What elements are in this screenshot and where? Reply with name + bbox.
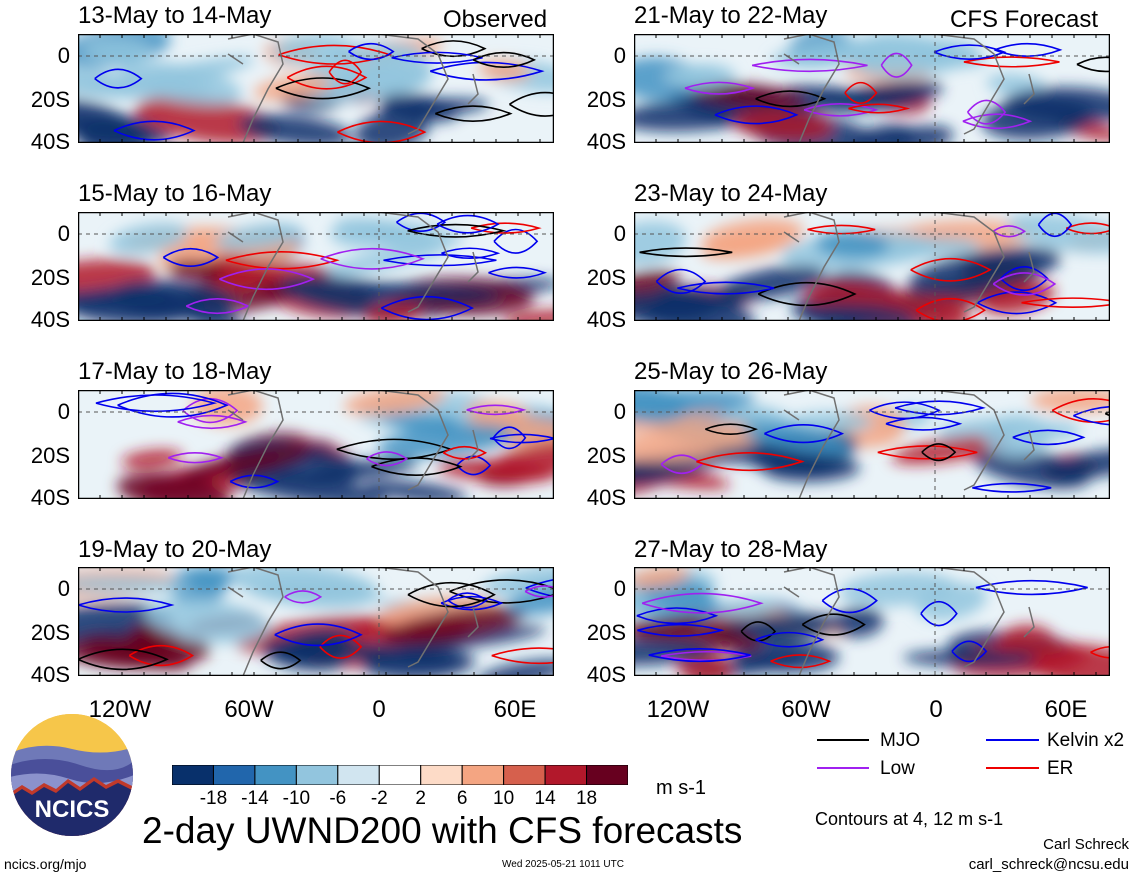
colorbar-label: 6	[456, 788, 468, 809]
colorbar-label: -2	[370, 788, 388, 809]
x-tick-right-120w: 120W	[646, 696, 710, 723]
ncics-logo: NCICS	[11, 714, 133, 836]
legend-mjo-label: MJO	[880, 730, 921, 751]
y-tick-label: 0	[57, 399, 70, 424]
panel-title-left-1: 15-May to 16-May	[78, 180, 272, 207]
x-tick-right-0: 0	[929, 696, 943, 723]
panel-tag-observed: Observed	[443, 6, 548, 33]
main-title: 2-day UWND200 with CFS forecasts	[142, 810, 743, 851]
x-tick-left-120w: 120W	[88, 696, 152, 723]
x-tick-left-60w: 60W	[224, 696, 274, 723]
colorbar-swatch	[503, 765, 546, 785]
legend-er-label: ER	[1047, 758, 1074, 779]
y-tick-label: 0	[57, 43, 70, 68]
panel-title-left-0: 13-May to 14-May	[78, 2, 272, 29]
x-tick-right-60w: 60W	[781, 696, 831, 723]
colorbar-swatch	[461, 765, 505, 785]
y-tick-label: 40S	[586, 307, 626, 332]
y-tick-label: 20S	[586, 87, 626, 112]
contour-note: Contours at 4, 12 m s-1	[815, 809, 1004, 829]
panel-title-right-1: 23-May to 24-May	[634, 180, 828, 207]
y-tick-label: 40S	[30, 307, 70, 332]
y-tick-label: 0	[613, 399, 626, 424]
y-tick-label: 40S	[586, 485, 626, 510]
colorbar-swatch	[295, 765, 339, 785]
y-tick-label: 20S	[30, 620, 70, 645]
x-tick-left-60e: 60E	[493, 696, 537, 723]
logo-text: NCICS	[35, 796, 110, 823]
y-tick-label: 40S	[30, 662, 70, 687]
panel-title-right-3: 27-May to 28-May	[634, 536, 828, 563]
panel-title-right-2: 25-May to 26-May	[634, 358, 828, 385]
author-name: Carl Schreck	[1043, 836, 1129, 853]
map-panel-left-2	[78, 390, 554, 499]
colorbar-label: 18	[575, 788, 598, 809]
colorbar-label: -18	[199, 788, 228, 809]
colorbar-swatch	[337, 765, 380, 785]
y-tick-label: 0	[613, 43, 626, 68]
author-email[interactable]: carl_schreck@ncsu.edu	[968, 856, 1129, 873]
map-panel-left-1	[78, 212, 554, 321]
colorbar-swatch	[420, 765, 463, 785]
legend-low-label: Low	[880, 758, 915, 779]
legend-lines	[817, 739, 1039, 769]
colorbar-swatch	[378, 765, 422, 785]
y-tick-label: 40S	[30, 129, 70, 154]
legend-kelvin-label: Kelvin x2	[1047, 730, 1125, 751]
y-tick-label: 20S	[30, 443, 70, 468]
map-panel-right-1	[634, 212, 1110, 321]
colorbar-label: -10	[282, 788, 311, 809]
colorbar-units: m s-1	[656, 777, 706, 799]
colorbar-swatch	[172, 765, 214, 785]
panel-title-left-2: 17-May to 18-May	[78, 358, 272, 385]
y-tick-label: 0	[57, 221, 70, 246]
map-panel-left-3	[78, 567, 554, 676]
y-tick-label: 20S	[586, 443, 626, 468]
y-tick-label: 40S	[586, 129, 626, 154]
site-link[interactable]: ncics.org/mjo	[4, 856, 87, 872]
x-tick-right-60e: 60E	[1044, 696, 1088, 723]
timestamp: Wed 2025-05-21 1011 UTC	[502, 859, 624, 870]
panel-title-left-3: 19-May to 20-May	[78, 536, 272, 563]
y-tick-label: 0	[613, 221, 626, 246]
colorbar-label: 14	[534, 788, 556, 809]
y-tick-label: 40S	[30, 485, 70, 510]
colorbar-label: 2	[415, 788, 426, 809]
y-tick-label: 40S	[586, 662, 626, 687]
colorbar-swatch	[544, 765, 588, 785]
y-tick-label: 20S	[30, 265, 70, 290]
map-panel-right-0	[634, 34, 1110, 143]
y-tick-label: 20S	[586, 265, 626, 290]
colorbar-label: -6	[329, 788, 347, 809]
y-tick-label: 0	[57, 576, 70, 601]
y-tick-label: 0	[613, 576, 626, 601]
colorbar-label: 10	[493, 788, 515, 809]
panel-title-right-0: 21-May to 22-May	[634, 2, 828, 29]
map-panel-left-0	[78, 34, 554, 143]
colorbar-swatch	[212, 765, 256, 785]
y-tick-label: 20S	[586, 620, 626, 645]
map-panel-right-2	[634, 390, 1110, 499]
colorbar-label: -14	[241, 788, 269, 809]
map-panel-right-3	[634, 567, 1110, 676]
x-tick-left-0: 0	[372, 696, 386, 723]
colorbar-swatch	[254, 765, 297, 785]
y-tick-label: 20S	[30, 87, 70, 112]
panel-tag-forecast: CFS Forecast	[950, 6, 1099, 33]
colorbar	[172, 765, 628, 785]
colorbar-swatch	[586, 765, 628, 785]
